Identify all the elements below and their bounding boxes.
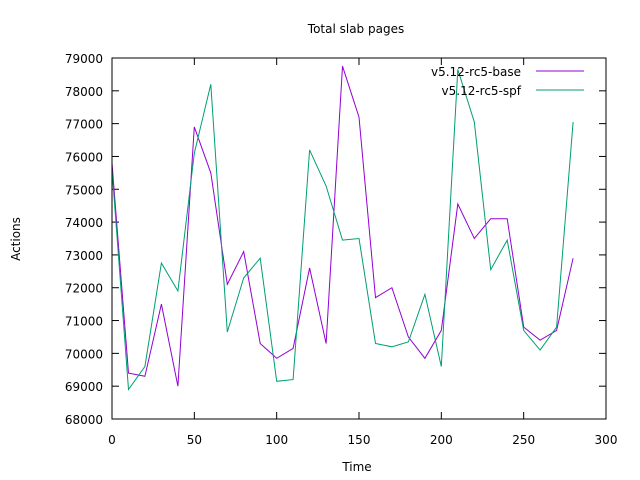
series-line-2 <box>111 69 574 391</box>
plot-frame <box>111 57 607 420</box>
y-tick-label: 72000 <box>65 282 103 296</box>
x-tick-label: 200 <box>430 433 453 447</box>
chart-title: Total slab pages <box>307 22 404 36</box>
y-tick-label: 77000 <box>65 118 103 132</box>
legend: v5.12-rc5-base v5.12-rc5-spf <box>431 65 584 98</box>
x-axis-label: Time <box>341 460 371 474</box>
y-tick-label: 69000 <box>65 380 103 394</box>
y-tick-label: 75000 <box>65 183 103 197</box>
y-axis-tick-labels: 68000 69000 70000 71000 72000 73000 74000 75000… <box>65 52 103 427</box>
y-tick-label: 78000 <box>65 85 103 99</box>
y-tick-label: 74000 <box>65 216 103 230</box>
series-line-1 <box>111 66 574 387</box>
y-tick-label: 76000 <box>65 150 103 164</box>
x-tick-label: 50 <box>187 433 202 447</box>
y-tick-label: 71000 <box>65 315 103 329</box>
x-tick-label: 100 <box>265 433 288 447</box>
x-tick-label: 150 <box>348 433 371 447</box>
y-tick-label: 70000 <box>65 347 103 361</box>
y-tick-label: 79000 <box>65 52 103 66</box>
x-tick-label: 300 <box>595 433 618 447</box>
legend-label: v5.12-rc5-base <box>431 65 521 79</box>
x-tick-label: 250 <box>512 433 535 447</box>
legend-label: v5.12-rc5-spf <box>442 84 522 98</box>
series-lines <box>111 66 574 391</box>
x-axis-tick-labels: 0 50 100 150 200 250 300 <box>108 433 617 447</box>
y-axis-label: Actions <box>9 217 23 261</box>
y-tick-label: 73000 <box>65 249 103 263</box>
x-tick-label: 0 <box>108 433 116 447</box>
y-tick-label: 68000 <box>65 413 103 427</box>
